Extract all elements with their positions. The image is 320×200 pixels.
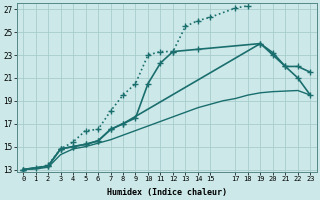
X-axis label: Humidex (Indice chaleur): Humidex (Indice chaleur)	[107, 188, 227, 197]
